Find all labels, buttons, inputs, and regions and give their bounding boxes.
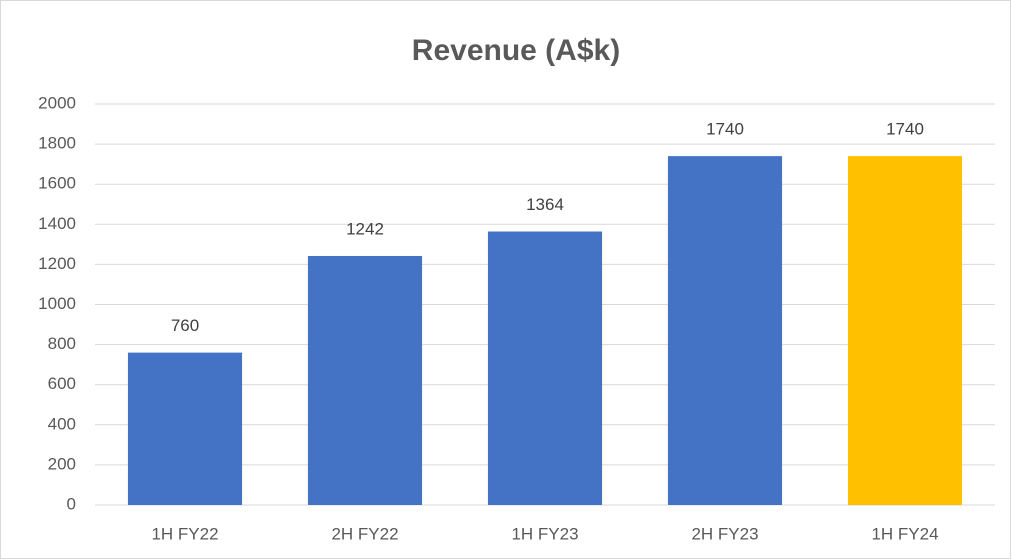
data-label: 1364 [526, 195, 564, 214]
y-tick-label: 1000 [38, 294, 76, 313]
data-label: 1740 [886, 120, 924, 139]
x-tick-label: 2H FY23 [691, 524, 758, 543]
bar [667, 156, 783, 505]
x-tick-label: 1H FY22 [151, 524, 218, 543]
y-tick-label: 200 [48, 454, 76, 473]
y-tick-label: 1600 [38, 174, 76, 193]
y-tick-label: 1200 [38, 254, 76, 273]
y-tick-label: 1800 [38, 134, 76, 153]
y-tick-label: 1400 [38, 214, 76, 233]
data-label: 1740 [706, 120, 744, 139]
bar [847, 156, 963, 505]
y-tick-label: 2000 [38, 93, 76, 112]
data-label: 1242 [346, 219, 384, 238]
bar [307, 255, 423, 505]
y-tick-label: 0 [67, 494, 76, 513]
y-tick-label: 400 [48, 414, 76, 433]
x-tick-label: 1H FY23 [511, 524, 578, 543]
bar [487, 231, 603, 505]
chart-title: Revenue (A$k) [412, 34, 620, 67]
x-tick-label: 2H FY22 [331, 524, 398, 543]
y-tick-label: 800 [48, 334, 76, 353]
y-tick-label: 600 [48, 374, 76, 393]
x-tick-label: 1H FY24 [871, 524, 938, 543]
bar [127, 352, 243, 505]
data-label: 760 [171, 316, 199, 335]
